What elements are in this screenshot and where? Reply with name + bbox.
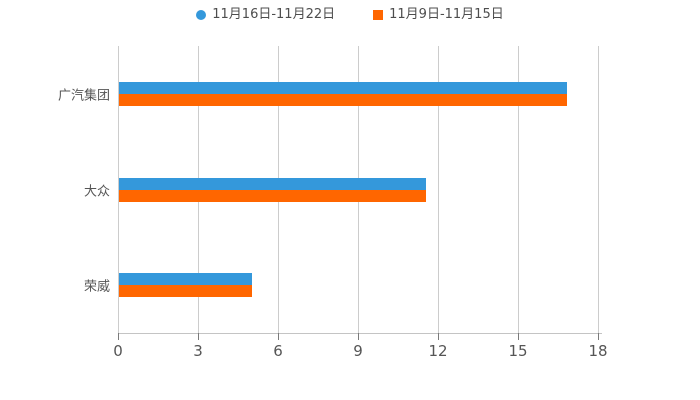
gridline-x-0	[118, 46, 119, 333]
x-axis-tick-15	[518, 333, 519, 340]
legend-item-label: 11月9日-11月15日	[389, 7, 504, 22]
bar-荣威-series-1	[119, 273, 252, 285]
x-axis-line	[118, 333, 602, 334]
bar-大众-series-2	[119, 190, 426, 202]
legend-square-marker-icon	[373, 9, 384, 20]
chart-legend: 11月16日-11月22日 11月9日-11月15日	[0, 7, 700, 22]
x-axis-tick-label: 18	[588, 342, 608, 360]
x-axis-tick-3	[198, 333, 199, 340]
bar-大众-series-1	[119, 178, 426, 190]
x-axis-tick-0	[118, 333, 119, 340]
x-axis-tick-6	[278, 333, 279, 340]
x-axis-tick-label: 3	[193, 342, 203, 360]
category-label-2: 大众	[83, 184, 110, 200]
x-axis-tick-12	[438, 333, 439, 340]
legend-item-2[interactable]: 11月9日-11月15日	[373, 7, 504, 22]
x-axis-tick-label: 6	[273, 342, 283, 360]
legend-item-label: 11月16日-11月22日	[212, 7, 336, 22]
gridline-x-15	[518, 46, 519, 333]
x-axis-tick-18	[598, 333, 599, 340]
x-axis-tick-label: 9	[353, 342, 363, 360]
category-label-3: 荣威	[83, 279, 110, 295]
legend-circle-marker-icon	[196, 9, 207, 20]
legend-item-1[interactable]: 11月16日-11月22日	[196, 7, 335, 22]
category-label-1: 广汽集团	[57, 88, 110, 104]
x-axis-tick-9	[358, 333, 359, 340]
bar-广汽集团-series-2	[119, 94, 567, 106]
gridline-x-18	[598, 46, 599, 333]
bar-广汽集团-series-1	[119, 82, 567, 94]
gridline-x-12	[438, 46, 439, 333]
x-axis-tick-label: 15	[508, 342, 528, 360]
x-axis-tick-label: 12	[428, 342, 448, 360]
bar-荣威-series-2	[119, 285, 252, 297]
x-axis-tick-label: 0	[113, 342, 123, 360]
